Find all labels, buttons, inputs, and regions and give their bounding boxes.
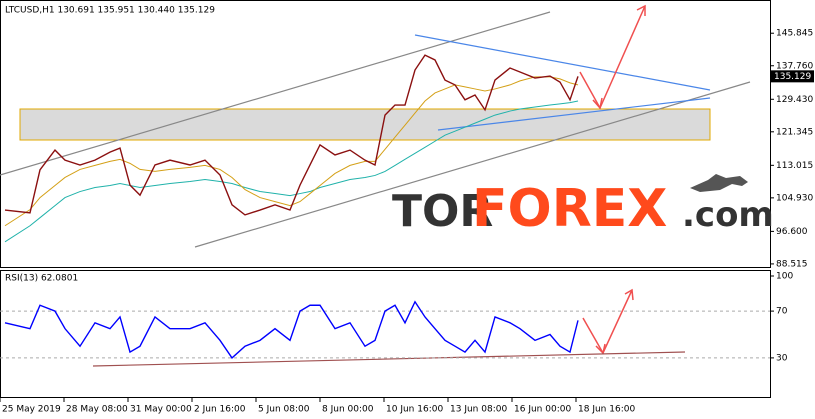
- y-tick-label: 96.600: [776, 227, 808, 237]
- x-tick-label: 13 Jun 08:00: [450, 405, 507, 415]
- series-line: [4, 300, 579, 359]
- main-frame: [0, 0, 771, 268]
- triangle-lower: [437, 97, 711, 131]
- watermark-forex: FOREX: [472, 179, 667, 239]
- y-tick-label: 137.760: [776, 61, 813, 71]
- rsi-title: RSI(13) 62.0801: [5, 274, 78, 284]
- x-tick-label: 10 Jun 16:00: [386, 405, 443, 415]
- forecast-arrows: [579, 4, 646, 355]
- rsi-trendline: [92, 351, 686, 367]
- chart-title: LTCUSD,H1 130.691 135.951 130.440 135.12…: [5, 6, 215, 16]
- x-tick-label: 18 Jun 16:00: [578, 405, 635, 415]
- y-tick-label: 70: [776, 307, 788, 317]
- y-tick-label: 100: [776, 272, 793, 282]
- channel-lower: [194, 81, 751, 248]
- y-tick-label: 88.515: [776, 259, 808, 269]
- x-tick-label: 25 May 2019: [2, 405, 61, 415]
- x-tick-label: 2 Jun 16:00: [194, 405, 246, 415]
- channel-upper: [0, 11, 551, 176]
- x-tick-label: 28 May 08:00: [66, 405, 128, 415]
- y-tick-label: 113.015: [776, 161, 813, 171]
- y-tick-label: 30: [776, 353, 788, 363]
- watermark-tor: TOR: [392, 186, 493, 237]
- y-tick-label: 145.845: [776, 29, 813, 39]
- watermark-bull: [690, 174, 748, 192]
- triangle-upper: [414, 34, 711, 91]
- watermark-com: .com: [682, 195, 774, 235]
- series-line: [4, 100, 579, 243]
- y-tick-label: 104.930: [776, 193, 813, 203]
- last-price-box: [771, 70, 814, 83]
- series-line: [4, 54, 579, 216]
- rsi-frame: [0, 270, 771, 398]
- series-line: [4, 76, 579, 227]
- last-price-label: 135.129: [774, 72, 811, 82]
- y-tick-label: 121.345: [776, 127, 813, 137]
- x-tick-label: 5 Jun 08:00: [258, 405, 310, 415]
- x-tick-label: 8 Jun 00:00: [322, 405, 374, 415]
- x-tick-label: 31 May 00:00: [130, 405, 192, 415]
- x-tick-label: 16 Jun 00:00: [514, 405, 571, 415]
- y-tick-label: 129.430: [776, 95, 813, 105]
